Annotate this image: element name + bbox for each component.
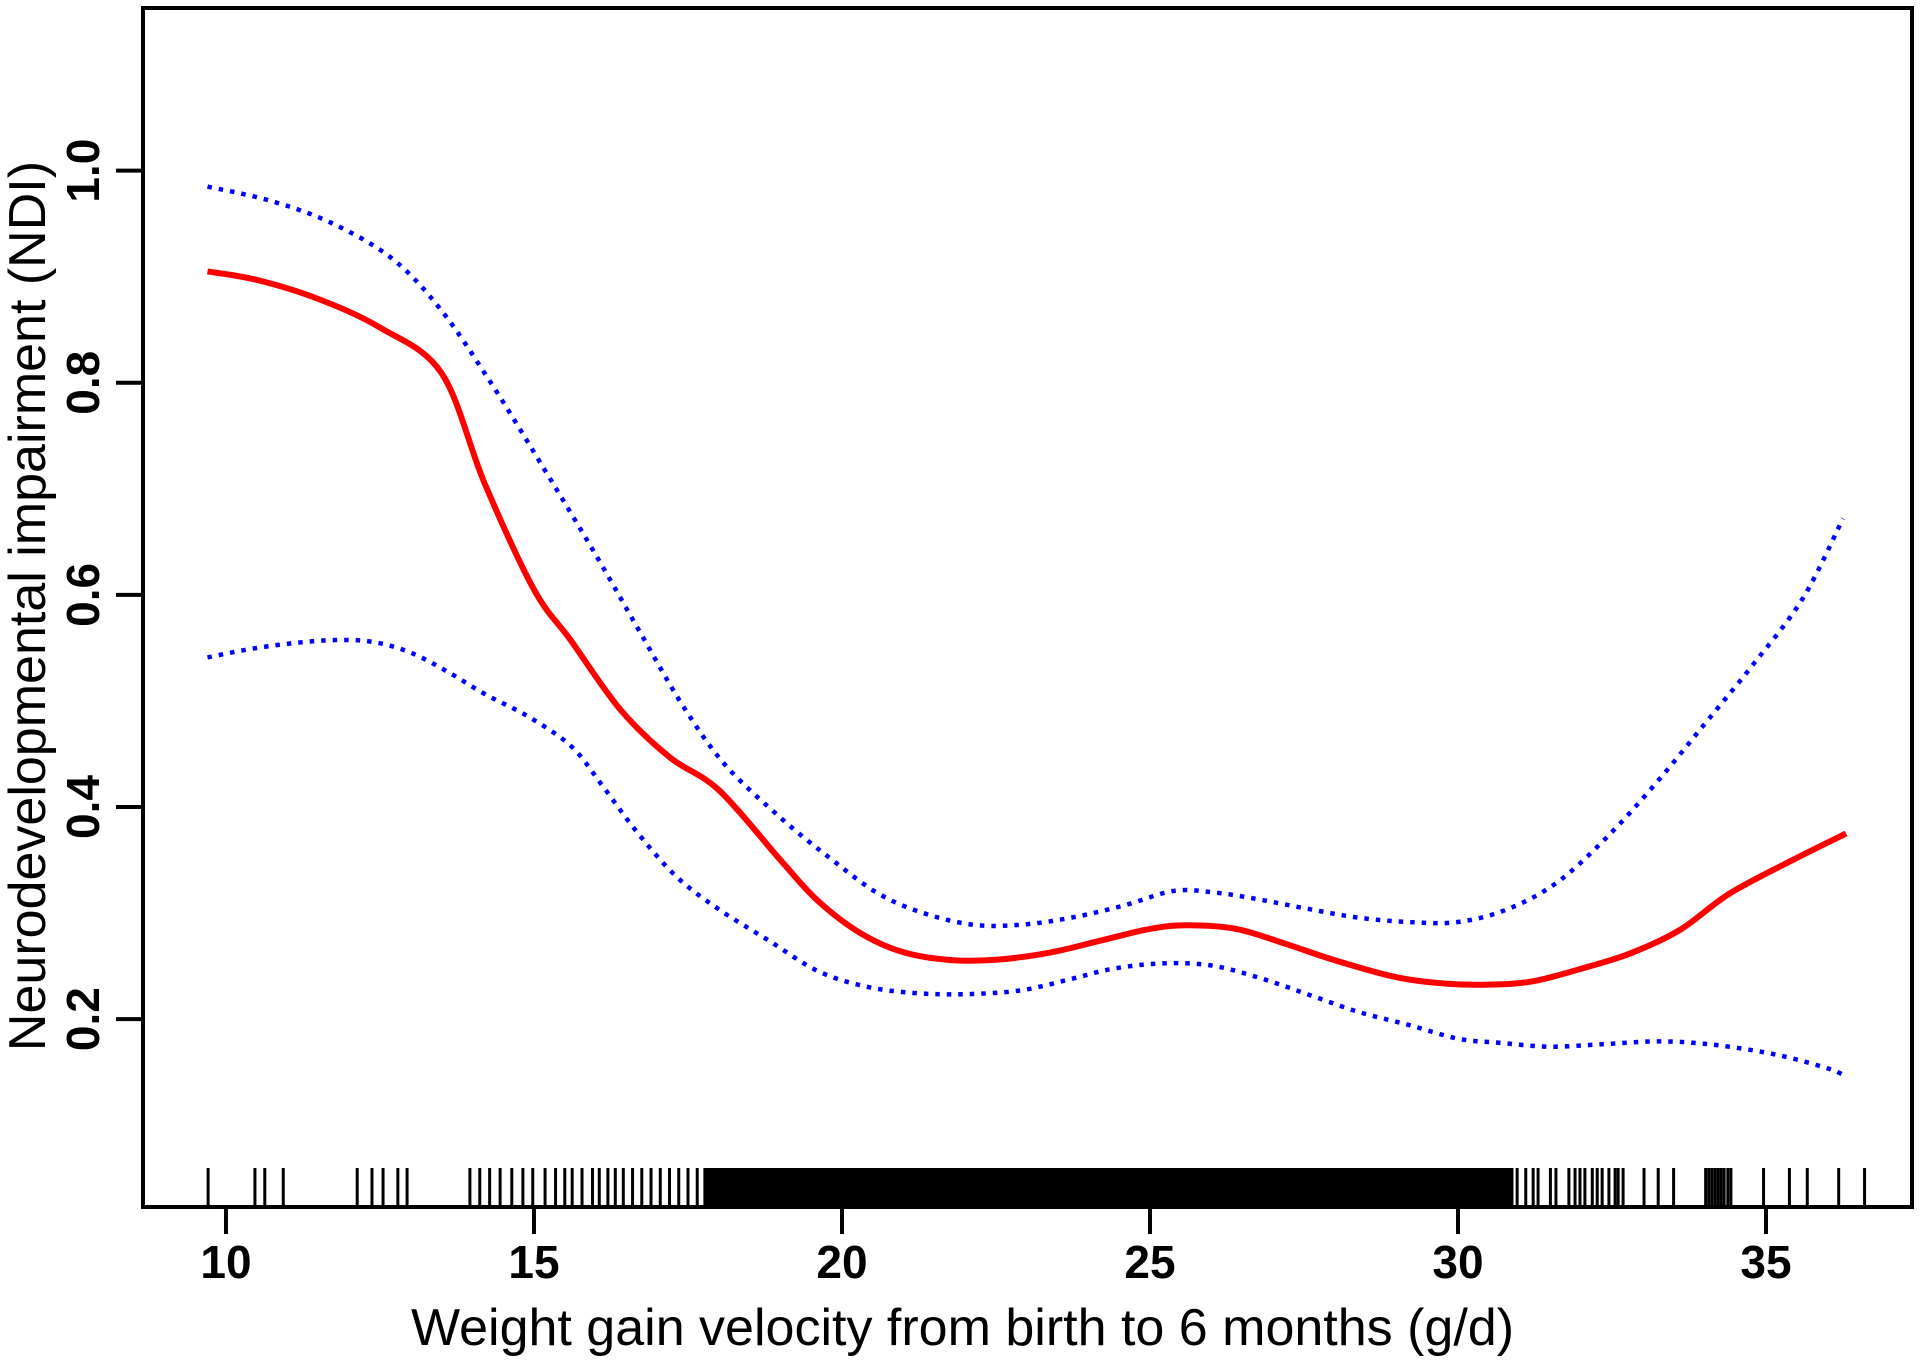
- x-tick-label: 10: [200, 1236, 251, 1288]
- upper-ci-line: [207, 184, 1846, 929]
- y-tick-label: 0.6: [57, 563, 109, 627]
- y-tick-label: 0.8: [57, 351, 109, 415]
- x-tick-label: 15: [508, 1236, 559, 1288]
- y-tick-label: 1.0: [57, 139, 109, 203]
- x-tick-label: 20: [816, 1236, 867, 1288]
- y-tick-label: 0.4: [57, 775, 109, 839]
- x-axis-ticks: 10 15 20 25 30 35: [200, 1207, 1792, 1288]
- rug-dense-band: [703, 1168, 1514, 1205]
- rug-marks: [206, 1168, 1867, 1205]
- fit-line: [206, 268, 1848, 988]
- plot-border-group: [141, 6, 1914, 1209]
- y-tick-label: 0.2: [57, 987, 109, 1051]
- plot-border: [141, 6, 1914, 1209]
- lower-ci-line: [207, 637, 1848, 1079]
- x-tick-label: 30: [1432, 1236, 1483, 1288]
- x-tick-label: 25: [1124, 1236, 1175, 1288]
- series-curves: [206, 184, 1848, 1079]
- x-axis-label: Weight gain velocity from birth to 6 mon…: [410, 1299, 1515, 1357]
- y-axis-label: Neurodevelopmental impairment (NDI): [0, 160, 57, 1052]
- y-axis-ticks: 0.2 0.4 0.6 0.8 1.0: [57, 139, 143, 1051]
- x-tick-label: 35: [1740, 1236, 1791, 1288]
